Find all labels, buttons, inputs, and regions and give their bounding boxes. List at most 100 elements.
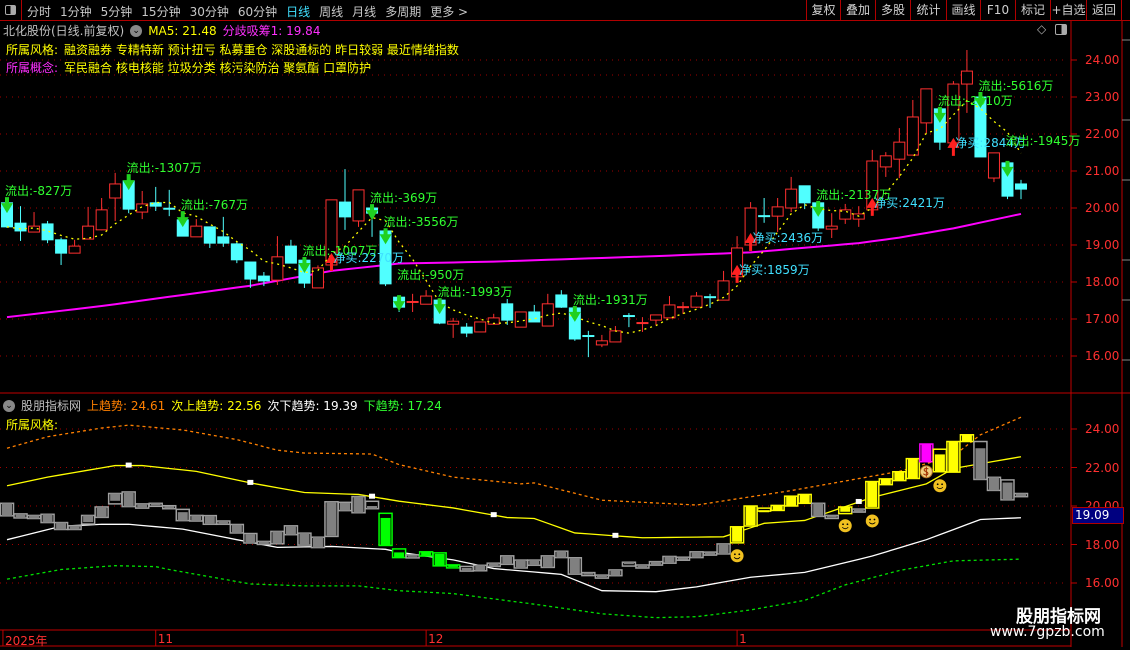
- back-button[interactable]: 返回: [1086, 0, 1122, 20]
- outflow-label: 流出:-3556万: [384, 215, 459, 229]
- f10-button[interactable]: F10: [980, 0, 1015, 20]
- lower-candle-body: [204, 515, 215, 525]
- lower-candle-body: [1002, 482, 1013, 500]
- lower-candle-body: [502, 555, 513, 565]
- band-marker: [490, 512, 497, 518]
- chevron-down-icon[interactable]: ⌄: [3, 399, 15, 412]
- price-label: 16.00: [1085, 576, 1120, 590]
- draw-line-button[interactable]: 画线: [946, 0, 980, 20]
- down-arrow-icon: [379, 228, 392, 245]
- panel-toggle-icon[interactable]: [1055, 24, 1067, 35]
- band-marker: [247, 479, 254, 485]
- lower-candle-body: [975, 448, 986, 480]
- tab-15min[interactable]: 15分钟: [141, 5, 181, 19]
- down-trend-value: 下趋势: 17.24: [363, 399, 442, 413]
- lower-candle-body: [164, 506, 175, 509]
- price-label: 19.00: [1085, 238, 1120, 252]
- date-label: 2025年: [4, 634, 48, 648]
- lower-candle-body: [110, 493, 121, 501]
- statistics-button[interactable]: 统计: [910, 0, 946, 20]
- date-label: 12: [428, 632, 444, 646]
- restore-rights-button[interactable]: 复权: [806, 0, 840, 20]
- lower-candle-yellow: [743, 505, 758, 527]
- smiley-eye: [936, 483, 939, 486]
- tab-multi-period[interactable]: 多周期: [385, 5, 422, 19]
- concept-line: 所属概念: 军民融合 核电核能 垃圾分类 核污染防治 聚氨酯 口罩防护: [6, 59, 371, 76]
- add-watchlist-button[interactable]: +自选: [1050, 0, 1086, 20]
- chevron-down-icon[interactable]: ⌄: [130, 24, 143, 37]
- lower-candle-gray: [1013, 492, 1029, 498]
- tab-daily[interactable]: 日线: [286, 5, 311, 19]
- outflow-label: 流出:-369万: [370, 191, 437, 205]
- lower-candle-body: [258, 541, 269, 544]
- lower-candle-gray: [202, 514, 218, 526]
- candle: [136, 190, 149, 220]
- lower-candle-gray: [297, 532, 312, 546]
- lower-candle-body: [907, 458, 918, 479]
- candle: [758, 198, 771, 223]
- candle: [311, 265, 324, 289]
- lower-candle-gray: [189, 514, 204, 522]
- candle: [149, 186, 162, 211]
- down-arrow-icon: [393, 295, 406, 312]
- candle-body: [879, 155, 892, 168]
- tab-timeshare[interactable]: 分时: [27, 5, 52, 19]
- lower-candle-body: [786, 496, 797, 506]
- ma5-value: MA5: 21.48: [148, 23, 217, 38]
- lower-candle-gray: [851, 508, 867, 513]
- smiley-eye: [842, 523, 844, 526]
- down-arrow-icon: [933, 106, 946, 123]
- lower-candle-body: [1016, 493, 1026, 497]
- up-arrow-icon: [731, 264, 744, 283]
- tab-weekly[interactable]: 周线: [319, 5, 344, 19]
- candle: [28, 212, 41, 233]
- tab-1min[interactable]: 1分钟: [60, 5, 92, 19]
- lower-candle-gray: [581, 571, 596, 577]
- candle: [230, 241, 243, 264]
- netbuy-label: 净买:2436万: [753, 231, 824, 245]
- outflow-label: 流出:-767万: [181, 198, 248, 212]
- lower-candle-body: [137, 503, 148, 509]
- lower-candle-body: [542, 555, 553, 568]
- lower-candle-gray: [94, 506, 109, 519]
- lower-candle-gray: [256, 540, 272, 546]
- mark-button[interactable]: 标记: [1015, 0, 1050, 20]
- dollar-sign: [923, 466, 929, 477]
- lower-candle-gray: [1000, 479, 1015, 501]
- smiley-eye: [869, 518, 871, 521]
- date-label: 1: [739, 632, 747, 646]
- lower-candle-body: [69, 525, 80, 530]
- lower-candle-body: [894, 471, 905, 481]
- tab-monthly[interactable]: 月线: [352, 5, 377, 19]
- panel-menu-button[interactable]: [0, 0, 22, 20]
- accum-line: [6, 212, 1022, 319]
- smiley-eye: [873, 518, 876, 521]
- smiley-face: [730, 549, 744, 563]
- candle: [663, 296, 676, 319]
- tab-5min[interactable]: 5分钟: [100, 5, 133, 19]
- candle-body: [190, 225, 203, 238]
- price-label: 24.00: [1085, 53, 1120, 67]
- lower-candle-gray: [973, 440, 988, 481]
- down-arrow-icon: [366, 204, 379, 221]
- candle-body: [960, 70, 973, 85]
- lower-candle-body: [529, 560, 540, 566]
- candle-body: [1015, 183, 1027, 190]
- diamond-icon[interactable]: ◇: [1037, 22, 1047, 36]
- lower-candle-gray: [689, 551, 704, 559]
- overlay-button[interactable]: 叠加: [840, 0, 875, 20]
- candle: [474, 321, 487, 333]
- lower-candle-yellow: [797, 493, 812, 505]
- lower-candle-body: [15, 513, 26, 518]
- lower-candle-gray: [80, 514, 96, 525]
- candle: [352, 189, 365, 227]
- multi-stock-button[interactable]: 多股: [875, 0, 910, 20]
- tab-30min[interactable]: 30分钟: [189, 5, 229, 19]
- lower-candle-gray: [283, 525, 299, 536]
- sub-down-trend-value: 次下趋势: 19.39: [267, 399, 358, 413]
- lower-candle-body: [732, 526, 743, 542]
- tab-60min[interactable]: 60分钟: [237, 5, 278, 19]
- tab-more[interactable]: 更多 >: [430, 5, 469, 19]
- candle-body: [41, 223, 54, 241]
